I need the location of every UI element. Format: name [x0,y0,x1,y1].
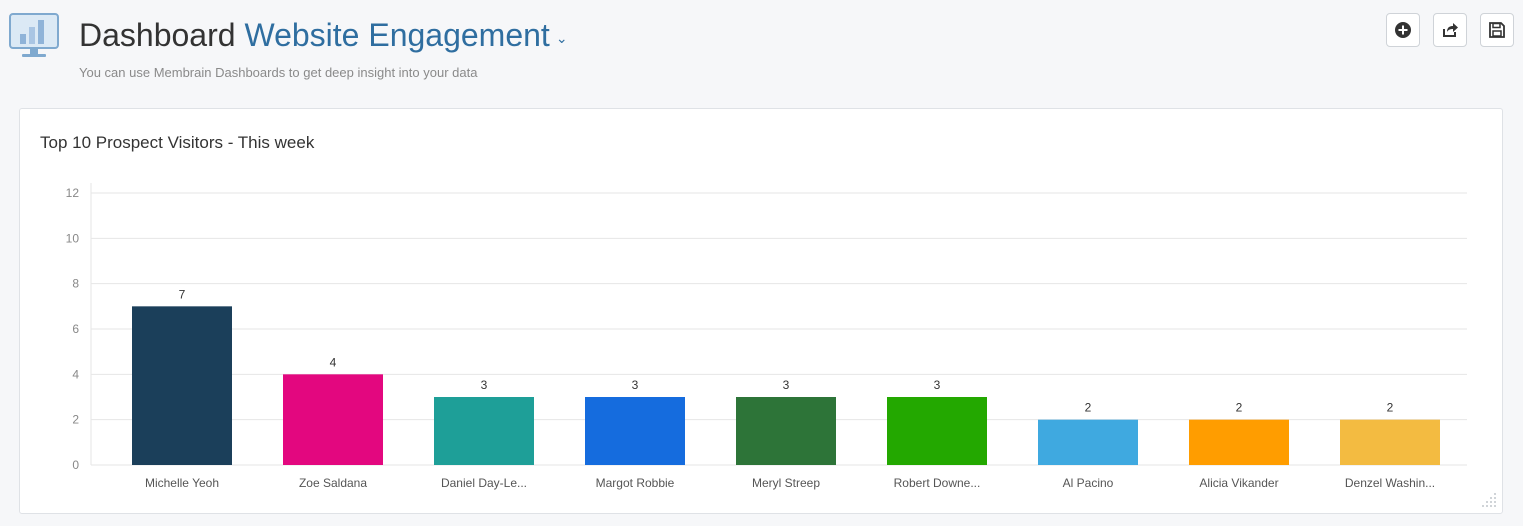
page-title: Dashboard Website Engagement ⌄ [79,15,568,58]
y-tick-label: 6 [72,322,79,336]
y-tick-label: 10 [66,231,80,245]
data-label: 2 [1085,401,1092,415]
y-tick-label: 0 [72,458,79,472]
toolbar [1386,13,1514,47]
page-title-prefix: Dashboard [79,17,236,53]
bar[interactable] [736,397,836,465]
data-label: 7 [179,287,186,301]
y-tick-label: 12 [66,186,80,200]
x-tick-label: Denzel Washin... [1345,476,1435,490]
x-tick-label: Robert Downe... [894,476,981,490]
plus-circle-icon [1395,22,1411,38]
data-label: 3 [934,378,941,392]
bar[interactable] [1189,419,1289,465]
x-tick-label: Michelle Yeoh [145,476,219,490]
save-button[interactable] [1480,13,1514,47]
x-tick-label: Zoe Saldana [299,476,367,490]
chart-title: Top 10 Prospect Visitors - This week [40,133,315,152]
add-button[interactable] [1386,13,1420,47]
x-tick-label: Alicia Vikander [1199,476,1278,490]
bar[interactable] [887,397,987,465]
y-tick-label: 4 [72,367,79,381]
data-label: 3 [783,378,790,392]
chart-card: Top 10 Prospect Visitors - This week 0 2 4… [19,108,1503,514]
data-label: 2 [1387,401,1394,415]
x-tick-label: Margot Robbie [596,476,675,490]
x-tick-label: Daniel Day-Le... [441,476,527,490]
data-label: 3 [632,378,639,392]
bar[interactable] [1340,419,1440,465]
y-tick-label: 2 [72,413,79,427]
bar-chart: 0 2 4 6 8 10 12 7 Michelle Yeoh 4 Zoe Saldana 3 Dani… [66,183,1467,490]
bar[interactable] [1038,419,1138,465]
bar[interactable] [585,397,685,465]
resize-handle-icon[interactable] [1476,487,1498,509]
bar[interactable] [132,306,232,465]
page-subtitle: You can use Membrain Dashboards to get d… [79,65,478,80]
data-label: 4 [330,355,337,369]
share-button[interactable] [1433,13,1467,47]
chevron-down-icon[interactable]: ⌄ [555,29,568,46]
save-icon [1489,22,1505,38]
dashboard-monitor-icon [9,12,59,60]
x-tick-label: Al Pacino [1063,476,1114,490]
x-tick-label: Meryl Streep [752,476,820,490]
y-tick-label: 8 [72,277,79,291]
data-label: 2 [1236,401,1243,415]
bar[interactable] [434,397,534,465]
share-icon [1443,23,1458,37]
data-label: 3 [481,378,488,392]
dashboard-name[interactable]: Website Engagement [244,17,550,53]
bar[interactable] [283,374,383,465]
